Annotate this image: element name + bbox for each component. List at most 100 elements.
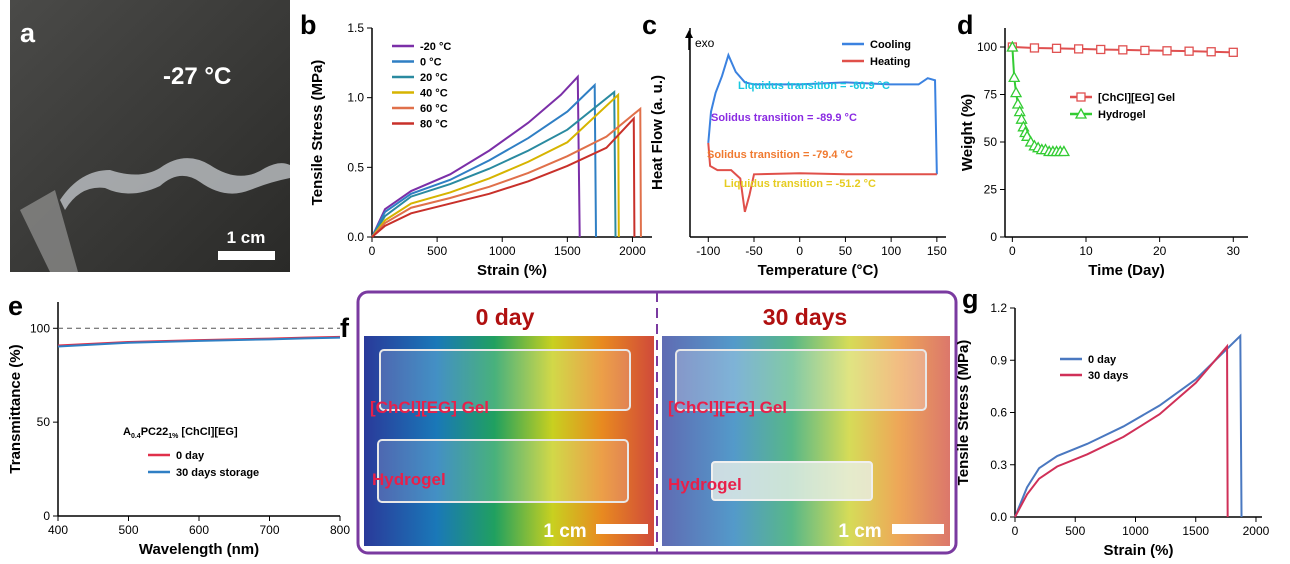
sample-label: [ChCl][EG] Gel bbox=[370, 398, 489, 417]
x-axis-title: Strain (%) bbox=[1103, 542, 1173, 559]
legend-label: 80 °C bbox=[420, 119, 448, 131]
y-axis-title: Heat Flow (a. u.) bbox=[649, 75, 666, 190]
legend-title-part: PC22 bbox=[141, 426, 169, 438]
data-marker bbox=[1206, 47, 1216, 57]
legend-label: 30 days storage bbox=[176, 467, 259, 479]
gel-strip bbox=[675, 349, 927, 411]
y-tick-label: 0.3 bbox=[990, 458, 1007, 472]
y-axis-title: Tensile Stress (MPa) bbox=[309, 60, 326, 206]
data-marker bbox=[1006, 40, 1019, 52]
legend-title-part: 0.4 bbox=[131, 433, 141, 440]
column-title: 0 day bbox=[476, 304, 535, 330]
x-tick-label: 2000 bbox=[1243, 524, 1270, 538]
series-line bbox=[1014, 343, 1229, 518]
panel-label: a bbox=[20, 18, 36, 48]
sample-label: [ChCl][EG] Gel bbox=[668, 398, 787, 417]
legend-label: Heating bbox=[870, 56, 910, 68]
x-tick-label: 500 bbox=[1065, 524, 1085, 538]
data-marker bbox=[1184, 46, 1194, 56]
twisted-gel bbox=[60, 158, 290, 210]
y-tick-label: 0.6 bbox=[990, 406, 1007, 420]
legend-title-part: 1% bbox=[168, 433, 179, 440]
scale-bar bbox=[892, 524, 944, 534]
annotation: Liquidus transition = -51.2 °C bbox=[724, 178, 876, 190]
data-marker bbox=[1008, 71, 1021, 83]
legend-label: -20 °C bbox=[420, 41, 451, 53]
y-tick-label: 1.5 bbox=[347, 21, 364, 35]
legend-label: Hydrogel bbox=[1098, 109, 1146, 121]
x-tick-label: 2000 bbox=[619, 244, 646, 258]
photo-a: a -27 °C 1 cm bbox=[10, 0, 290, 272]
hydrogel-strip bbox=[377, 439, 629, 503]
data-marker bbox=[1073, 44, 1084, 54]
x-tick-label: 1500 bbox=[554, 244, 581, 258]
panel-label: d bbox=[957, 10, 974, 40]
legend-label: 60 °C bbox=[420, 103, 448, 115]
legend-label: [ChCl][EG] Gel bbox=[1098, 92, 1175, 104]
legend-label: 0 day bbox=[1088, 354, 1117, 366]
x-tick-label: 30 bbox=[1227, 244, 1241, 258]
y-axis-title: Weight (%) bbox=[959, 94, 976, 171]
series-line bbox=[1014, 333, 1243, 518]
hydrogel-strip bbox=[711, 461, 873, 501]
column-title: 30 days bbox=[763, 304, 847, 330]
series-line bbox=[707, 142, 937, 213]
data-marker bbox=[1118, 45, 1128, 55]
x-tick-label: 0 bbox=[796, 244, 803, 258]
x-tick-label: 500 bbox=[427, 244, 447, 258]
y-tick-label: 0.9 bbox=[990, 353, 1007, 367]
data-marker bbox=[1011, 97, 1024, 109]
series-line bbox=[371, 74, 581, 238]
y-tick-label: 1.2 bbox=[990, 301, 1007, 315]
sample-label: Hydrogel bbox=[668, 475, 742, 494]
x-tick-label: 1000 bbox=[1122, 524, 1149, 538]
legend-label: 20 °C bbox=[420, 72, 448, 84]
y-tick-label: 0.0 bbox=[347, 230, 364, 244]
x-tick-label: 10 bbox=[1079, 244, 1093, 258]
data-marker bbox=[1096, 44, 1106, 55]
photo-f: f 0 day 30 days [ChCl][EG] Gel Hydrogel … bbox=[340, 290, 958, 555]
annotation: Solidus transition = -79.4 °C bbox=[707, 149, 853, 161]
panel-label: c bbox=[642, 10, 657, 40]
gel-strip bbox=[379, 349, 631, 411]
x-tick-label: 700 bbox=[259, 523, 279, 537]
data-marker bbox=[1162, 46, 1172, 56]
data-marker bbox=[1076, 92, 1086, 102]
series-line bbox=[371, 116, 636, 238]
x-tick-label: 0 bbox=[369, 244, 376, 258]
data-marker bbox=[1029, 43, 1040, 53]
scale-bar bbox=[596, 524, 648, 534]
legend-title-part: A bbox=[123, 426, 131, 438]
annotation: Liquidus transition = -60.9 °C bbox=[738, 80, 890, 92]
panel-label: f bbox=[340, 313, 350, 343]
x-tick-label: 1500 bbox=[1182, 524, 1209, 538]
panel-label: e bbox=[8, 291, 23, 321]
x-axis-title: Time (Day) bbox=[1088, 262, 1164, 279]
photo-caption: -27 °C bbox=[163, 63, 231, 90]
y-tick-label: 100 bbox=[977, 40, 997, 54]
legend-title: A0.4PC221% [ChCl][EG] bbox=[123, 426, 238, 440]
scale-bar-label: 1 cm bbox=[838, 521, 881, 542]
y-tick-label: 75 bbox=[984, 88, 998, 102]
x-axis-title: Temperature (°C) bbox=[758, 262, 879, 279]
x-tick-label: 0 bbox=[1012, 524, 1019, 538]
y-axis-title: Transmittance (%) bbox=[7, 344, 24, 473]
panel-label: b bbox=[300, 10, 317, 40]
x-tick-label: 1000 bbox=[489, 244, 516, 258]
series-line bbox=[371, 82, 597, 238]
x-tick-label: 500 bbox=[118, 523, 138, 537]
data-marker bbox=[1140, 45, 1150, 56]
sample-label: Hydrogel bbox=[372, 470, 446, 489]
data-marker bbox=[1009, 86, 1023, 98]
data-marker bbox=[1057, 145, 1071, 157]
data-marker bbox=[1015, 112, 1028, 124]
photo-background bbox=[662, 336, 950, 546]
data-marker bbox=[1051, 43, 1062, 53]
x-tick-label: 50 bbox=[839, 244, 853, 258]
y-axis-title: Tensile Stress (MPa) bbox=[955, 340, 972, 486]
x-tick-label: 0 bbox=[1009, 244, 1016, 258]
data-marker bbox=[1074, 107, 1088, 119]
scale-bar bbox=[218, 251, 275, 260]
exo-arrowhead bbox=[685, 30, 693, 38]
